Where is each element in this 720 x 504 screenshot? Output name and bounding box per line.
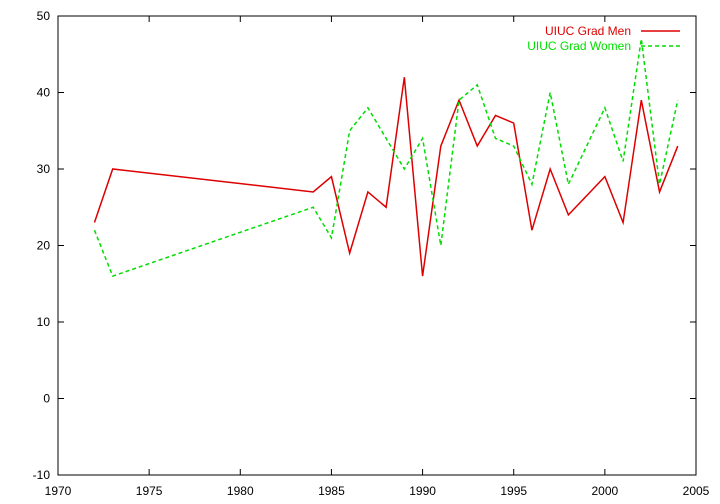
legend-label: UIUC Grad Women xyxy=(527,39,631,53)
x-tick-label: 1985 xyxy=(318,484,345,498)
plot-area-frame xyxy=(57,15,697,476)
axis-ticks xyxy=(57,15,697,476)
x-tick-label: 1990 xyxy=(409,484,436,498)
y-tick-label: -10 xyxy=(33,468,51,482)
x-axis-tick-labels: 1970 1975 1980 1985 1990 1995 2000 2005 xyxy=(45,484,710,498)
y-tick-label: 30 xyxy=(37,162,51,176)
x-tick-label: 1975 xyxy=(136,484,163,498)
y-tick-label: 40 xyxy=(37,86,51,100)
series-line-women xyxy=(93,38,679,278)
y-tick-label: 20 xyxy=(37,239,51,253)
x-tick-label: 1970 xyxy=(45,484,72,498)
y-axis-tick-labels: -10 0 10 20 30 40 50 xyxy=(33,9,51,482)
series-lines xyxy=(93,38,679,278)
x-tick-label: 1995 xyxy=(500,484,527,498)
y-tick-label: 10 xyxy=(37,315,51,329)
y-tick-label: 0 xyxy=(43,392,50,406)
legend-label: UIUC Grad Men xyxy=(545,24,631,38)
x-tick-label: 2005 xyxy=(683,484,710,498)
x-tick-label: 2000 xyxy=(592,484,619,498)
x-tick-label: 1980 xyxy=(227,484,254,498)
y-tick-label: 50 xyxy=(37,9,51,23)
series-line-men xyxy=(93,77,679,277)
